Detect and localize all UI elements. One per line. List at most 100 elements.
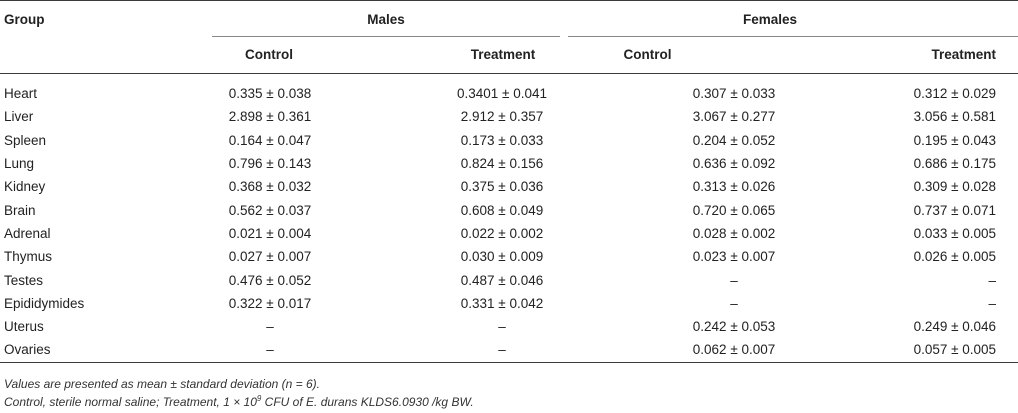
- cell-female-treatment: 0.686 ± 0.175: [913, 156, 997, 172]
- cell-male-control: –: [266, 319, 274, 335]
- cell-female-control: 0.636 ± 0.092: [692, 156, 776, 172]
- cell-group: Brain: [4, 202, 36, 218]
- cell-gap: [560, 338, 677, 363]
- cell-male-treatment: 0.030 ± 0.009: [460, 249, 544, 265]
- cell-male-treatment: –: [444, 338, 561, 363]
- cell-male-treatment: 0.824 ± 0.156: [460, 156, 544, 172]
- cell-gap: [328, 152, 444, 175]
- header-male-control: Control: [245, 47, 293, 62]
- cell-gap: [328, 245, 444, 268]
- footnote-2: Control, sterile normal saline; Treatmen…: [4, 393, 474, 411]
- cell-female-treatment: 0.026 ± 0.005: [913, 249, 997, 265]
- spacer-row: [0, 74, 1018, 83]
- cell-female-treatment: 0.309 ± 0.028: [913, 179, 997, 195]
- cell-group: Adrenal: [4, 225, 51, 241]
- cell-female-treatment: 0.057 ± 0.005: [792, 338, 1018, 363]
- header-row-groups: Group Males Females: [0, 0, 1018, 37]
- header-male-treatment: Treatment: [470, 47, 536, 62]
- cell-group: Spleen: [4, 132, 47, 148]
- cell-male-treatment: 0.375 ± 0.036: [460, 179, 544, 195]
- cell-female-treatment: 3.056 ± 0.581: [913, 109, 997, 125]
- cell-gap: [328, 315, 444, 338]
- cell-gap: [560, 198, 676, 221]
- cell-male-treatment: 0.608 ± 0.049: [460, 202, 544, 218]
- cell-gap: [328, 292, 444, 315]
- header-group: Group: [0, 0, 212, 37]
- table-body: Heart 0.335 ± 0.038 0.3401 ± 0.041 0.307 ± …: [0, 74, 1018, 363]
- cell-male-treatment: 0.331 ± 0.042: [460, 295, 544, 311]
- header-males: Males: [212, 0, 561, 37]
- cell-male-control: –: [212, 338, 328, 363]
- cell-group: Testes: [4, 272, 44, 288]
- table-row: Testes 0.476 ± 0.052 0.487 ± 0.046 – –: [0, 268, 1018, 291]
- cell-gap: [560, 292, 676, 315]
- cell-group: Liver: [4, 109, 34, 125]
- cell-male-control: 2.898 ± 0.361: [228, 109, 312, 125]
- header-females: Females: [560, 0, 1018, 37]
- cell-gap: [328, 268, 444, 291]
- header-female-control: Control: [623, 47, 672, 62]
- cell-male-treatment: 0.173 ± 0.033: [460, 132, 544, 148]
- cell-group: Thymus: [4, 249, 53, 265]
- cell-female-control: 0.204 ± 0.052: [692, 132, 776, 148]
- cell-female-control: 0.062 ± 0.007: [676, 338, 793, 363]
- table-row: Ovaries – –0.062 ± 0.007 0.057 ± 0.005: [0, 338, 1018, 363]
- table-row: Epididymides 0.322 ± 0.017 0.331 ± 0.042 – –: [0, 292, 1018, 315]
- cell-male-control: 0.476 ± 0.052: [228, 272, 312, 288]
- cell-female-treatment: –: [988, 272, 997, 288]
- cell-female-treatment: 0.312 ± 0.029: [913, 86, 997, 102]
- table-footnotes: Values are presented as mean ± standard …: [4, 375, 474, 411]
- cell-gap: [560, 245, 676, 268]
- footnote-2-after: CFU of E. durans KLDS6.0930 /kg BW.: [261, 395, 474, 409]
- header-female-treatment: Treatment: [931, 47, 997, 62]
- cell-male-control: 0.027 ± 0.007: [228, 249, 312, 265]
- cell-gap: [328, 222, 444, 245]
- cell-gap: [560, 268, 676, 291]
- cell-female-control: 0.313 ± 0.026: [692, 179, 776, 195]
- table-row: Uterus – – 0.242 ± 0.053 0.249 ± 0.046: [0, 315, 1018, 338]
- cell-female-treatment: 0.195 ± 0.043: [913, 132, 997, 148]
- cell-female-treatment: –: [988, 295, 997, 311]
- cell-male-control: 0.796 ± 0.143: [228, 156, 312, 172]
- cell-male-control: 0.322 ± 0.017: [228, 295, 312, 311]
- cell-gap: [560, 129, 676, 152]
- cell-group: Lung: [4, 156, 35, 172]
- header-males-sub: Control Treatment: [212, 36, 561, 74]
- table-row: Spleen 0.164 ± 0.047 0.173 ± 0.033 0.204 ± …: [0, 129, 1018, 152]
- footnote-2-before: Control, sterile normal saline; Treatmen…: [4, 395, 257, 409]
- cell-group: Epididymides: [4, 295, 85, 311]
- table-row: Brain 0.562 ± 0.037 0.608 ± 0.049 0.720 ± 0…: [0, 198, 1018, 221]
- cell-gap: [560, 82, 676, 105]
- header-row-conditions: Control Treatment Control Treatment: [0, 36, 1018, 74]
- cell-gap: [560, 152, 676, 175]
- cell-female-control: 0.242 ± 0.053: [692, 319, 776, 335]
- cell-gap: [328, 105, 444, 128]
- cell-female-control: –: [730, 295, 738, 311]
- table-row: Kidney 0.368 ± 0.032 0.375 ± 0.036 0.313 ± …: [0, 175, 1018, 198]
- cell-male-treatment: 2.912 ± 0.357: [460, 109, 544, 125]
- table-row: Adrenal 0.021 ± 0.004 0.022 ± 0.002 0.028 ±…: [0, 222, 1018, 245]
- cell-group: Heart: [4, 86, 38, 102]
- cell-gap: [328, 338, 444, 363]
- cell-gap: [328, 129, 444, 152]
- cell-male-control: 0.164 ± 0.047: [228, 132, 312, 148]
- cell-female-control: –: [730, 272, 738, 288]
- table-row: Lung 0.796 ± 0.143 0.824 ± 0.156 0.636 ± 0.…: [0, 152, 1018, 175]
- cell-male-treatment: –: [498, 319, 506, 335]
- cell-male-control: 0.562 ± 0.037: [228, 202, 312, 218]
- table-row: Liver 2.898 ± 0.361 2.912 ± 0.357 3.067 ± 0…: [0, 105, 1018, 128]
- cell-group: Ovaries: [0, 338, 212, 363]
- cell-gap: [560, 175, 676, 198]
- cell-female-control: 0.720 ± 0.065: [692, 202, 776, 218]
- cell-female-treatment: 0.737 ± 0.071: [913, 202, 997, 218]
- header-females-sub: Control Treatment: [560, 36, 1018, 74]
- cell-gap: [328, 175, 444, 198]
- header-empty: [0, 37, 212, 74]
- cell-female-control: 0.028 ± 0.002: [692, 225, 776, 241]
- cell-male-control: 0.021 ± 0.004: [228, 225, 312, 241]
- cell-gap: [328, 82, 444, 105]
- cell-male-control: 0.335 ± 0.038: [228, 86, 312, 102]
- cell-female-control: 0.307 ± 0.033: [692, 86, 776, 102]
- cell-female-treatment: 0.249 ± 0.046: [913, 319, 997, 335]
